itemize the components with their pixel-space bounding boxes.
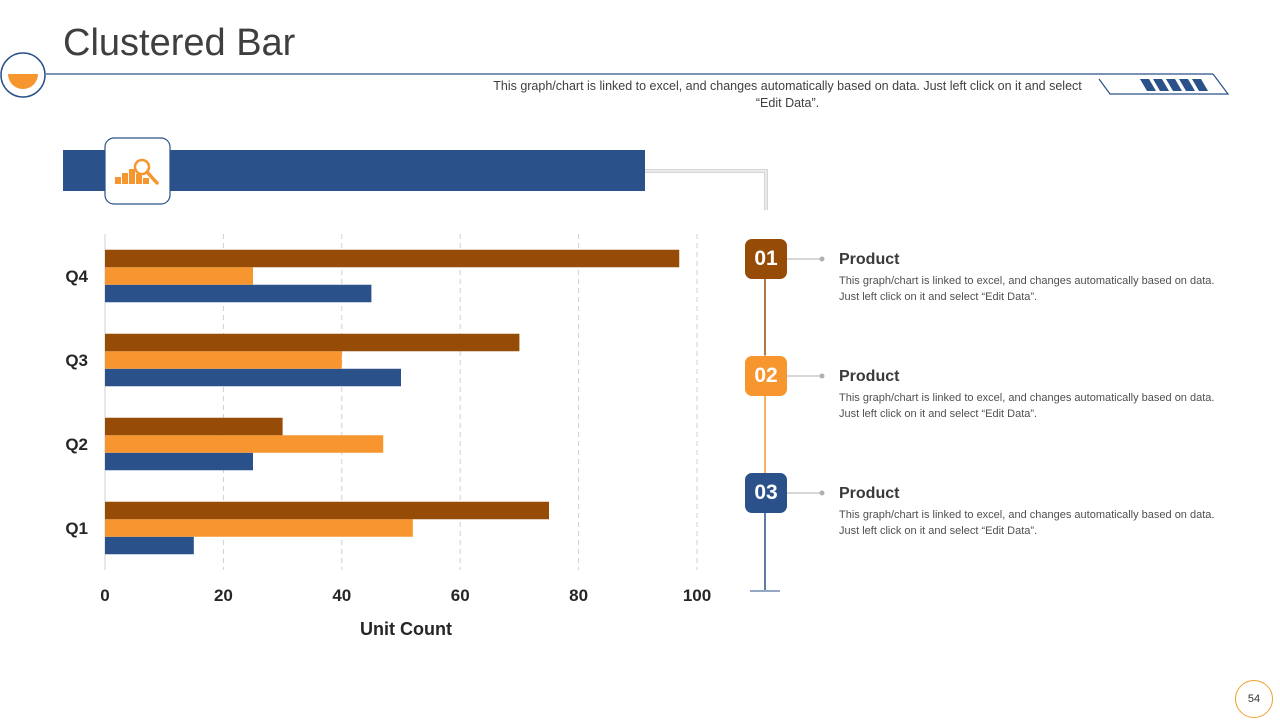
header-decoration <box>0 52 1230 98</box>
y-tick-label: Q4 <box>65 267 88 286</box>
bar-q1-series-1 <box>105 536 194 555</box>
product-title-03: Product <box>839 485 900 502</box>
bar-q3-series-3 <box>105 333 520 352</box>
bar-chart-magnifier-icon <box>115 158 159 185</box>
page-number: 54 <box>1235 680 1273 718</box>
bar-q1-series-2 <box>105 519 413 537</box>
bar-q4-series-3 <box>105 249 680 268</box>
bar-q2-series-2 <box>105 435 384 453</box>
bar-q3-series-1 <box>105 368 401 387</box>
x-tick-label: 20 <box>214 586 233 605</box>
header-half-circle <box>8 74 38 89</box>
clustered-bar-chart: 0 20 40 60 80 100 Unit Count Q1 Q2 Q3 Q4 <box>65 234 711 639</box>
banner-graphic <box>63 137 768 210</box>
product-desc-02: This graph/chart is linked to excel, and… <box>839 392 1215 420</box>
y-tick-label: Q1 <box>65 519 88 538</box>
x-tick-label: 0 <box>100 586 109 605</box>
product-title-02: Product <box>839 368 900 385</box>
x-tick-label: 60 <box>451 586 470 605</box>
x-tick-label: 100 <box>683 586 711 605</box>
page-title: Clustered Bar <box>63 22 296 64</box>
bar-q2-series-3 <box>105 417 283 436</box>
product-badge-02: 02 <box>745 356 787 396</box>
bar-q4-series-2 <box>105 267 253 285</box>
header-stripe-frame <box>1098 73 1230 95</box>
product-badge-03: 03 <box>745 473 787 513</box>
y-tick-label: Q2 <box>65 435 88 454</box>
bar-q1-series-3 <box>105 501 549 520</box>
x-axis-title: Unit Count <box>360 619 452 639</box>
header-stripes <box>1140 79 1208 91</box>
x-tick-label: 80 <box>569 586 588 605</box>
bar-q4-series-1 <box>105 284 372 303</box>
product-desc-03: This graph/chart is linked to excel, and… <box>839 509 1215 537</box>
product-title-01: Product <box>839 251 900 268</box>
product-desc-01: This graph/chart is linked to excel, and… <box>839 275 1215 303</box>
product-badge-01: 01 <box>745 239 787 279</box>
bar-q3-series-2 <box>105 351 342 369</box>
y-tick-label: Q3 <box>65 351 88 370</box>
x-tick-label: 40 <box>332 586 351 605</box>
subtitle: This graph/chart is linked to excel, and… <box>493 79 1082 110</box>
bar-q2-series-1 <box>105 452 253 471</box>
timeline <box>750 240 825 592</box>
